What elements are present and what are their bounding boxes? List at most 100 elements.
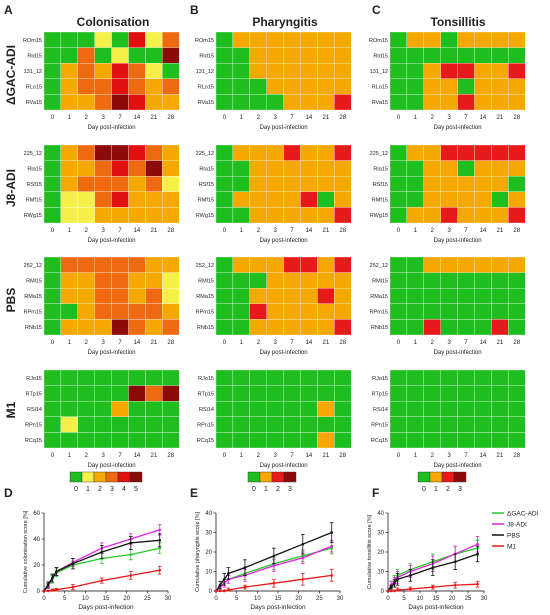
heatmap-cell — [334, 176, 352, 192]
scale-label: 5 — [134, 486, 138, 493]
heatmap-cell — [94, 31, 112, 48]
data-point — [386, 589, 390, 593]
heatmap-cell — [232, 369, 250, 386]
day-tick-label: 2 — [431, 228, 435, 234]
data-point — [227, 572, 230, 575]
heatmap-cell — [43, 288, 62, 304]
heatmap-cell — [128, 191, 146, 208]
heatmap-cell — [283, 31, 301, 48]
heatmap-cell — [43, 94, 62, 111]
heatmap-cell — [94, 432, 112, 449]
row-label: RSi14 — [199, 407, 214, 413]
heatmap-cell — [491, 303, 509, 320]
heatmap-cell — [249, 369, 267, 386]
data-point — [50, 589, 54, 592]
day-tick-label: 2 — [257, 453, 261, 459]
heatmap-cell — [249, 144, 267, 161]
heatmap-cell — [60, 416, 78, 433]
heatmap-cell — [111, 416, 129, 433]
heatmap-cell — [111, 31, 129, 48]
heatmap-cell — [283, 191, 301, 208]
heatmap-cell — [300, 207, 318, 224]
y-tick-label: 0 — [37, 589, 41, 595]
heatmap-cell — [423, 416, 441, 433]
heatmap-cell — [266, 31, 284, 48]
heatmap-cell — [215, 303, 234, 320]
heatmap-cell — [232, 385, 250, 402]
heatmap-cell — [423, 47, 441, 64]
day-tick-label: 2 — [257, 115, 261, 121]
heatmap-cell — [232, 272, 250, 289]
heatmap-cell — [111, 144, 129, 161]
heatmap-cell — [406, 319, 424, 336]
data-point — [301, 578, 305, 581]
day-axis-label: Day post-infection — [434, 238, 482, 244]
heatmap-cell — [283, 160, 301, 177]
data-point — [158, 546, 162, 550]
heatmap-cell — [334, 160, 352, 177]
heatmap-cell — [389, 144, 408, 161]
row-label: RIa15 — [27, 166, 42, 172]
heatmap-cell — [317, 385, 335, 402]
heatmap-cell — [94, 144, 112, 161]
data-point — [222, 589, 226, 593]
heatmap-cell — [334, 94, 352, 111]
heatmap-cell — [215, 78, 234, 95]
heatmap-cell — [94, 160, 112, 177]
row-label: RTp15 — [372, 391, 388, 397]
day-axis-label: Day post-infection — [260, 350, 308, 356]
heatmap-cell — [440, 319, 458, 336]
scale-label: 3 — [110, 486, 114, 493]
row-label: RSf15 — [373, 182, 388, 188]
row-label: RLo15 — [198, 85, 214, 91]
heatmap-cell — [300, 385, 318, 402]
heatmap-cell — [77, 319, 95, 336]
heatmap-cell — [334, 432, 352, 449]
heatmap-cell — [77, 416, 95, 433]
heatmap-cell — [423, 207, 441, 224]
scale-swatch — [105, 471, 119, 483]
heatmap-cell — [508, 288, 526, 304]
row-label: RNb15 — [25, 325, 42, 331]
heatmap-cell — [77, 191, 95, 208]
heatmap-cell — [283, 272, 301, 289]
row-label: RMl15 — [26, 278, 42, 284]
group-label: PBS — [4, 288, 18, 313]
heatmap-cell — [111, 319, 129, 336]
heatmap-cell — [94, 416, 112, 433]
heatmap-cell — [43, 31, 62, 48]
day-axis-label: Day post-infection — [88, 238, 136, 244]
heatmap-cell — [60, 94, 78, 111]
y-axis-label: Cumulative colonisation score [%] — [23, 510, 29, 593]
heatmap-cell — [43, 144, 62, 161]
heatmap-cell — [423, 432, 441, 449]
heatmap-cell — [317, 272, 335, 289]
heatmap-cell — [283, 288, 301, 304]
heatmap-cell — [162, 319, 180, 336]
day-tick-label: 21 — [151, 228, 158, 234]
heatmap-cell — [249, 272, 267, 289]
heatmap-cell — [232, 176, 250, 192]
day-tick-label: 28 — [167, 453, 174, 459]
heatmap-cell — [215, 144, 234, 161]
scale-swatch — [129, 471, 143, 483]
heatmap-cell — [266, 303, 284, 320]
column-title: Colonisation — [77, 15, 150, 29]
y-axis-label: Cumulative pharyngitis score [%] — [195, 511, 201, 592]
heatmap-cell — [94, 385, 112, 402]
heatmap-cell — [266, 432, 284, 449]
heatmap-cell — [406, 94, 424, 111]
row-label: RSf15 — [199, 182, 214, 188]
heatmap-cell — [474, 272, 492, 289]
day-tick-label: 21 — [497, 453, 504, 459]
x-tick-label: 30 — [337, 596, 344, 602]
day-tick-label: 14 — [134, 115, 141, 121]
heatmap-cell — [60, 78, 78, 95]
data-point — [409, 587, 412, 591]
heatmap-cell — [145, 144, 163, 161]
heatmap-cell — [423, 78, 441, 95]
day-tick-label: 0 — [51, 228, 55, 234]
heatmap-cell — [145, 191, 163, 208]
data-point — [100, 579, 104, 582]
heatmap-cell — [94, 401, 112, 417]
